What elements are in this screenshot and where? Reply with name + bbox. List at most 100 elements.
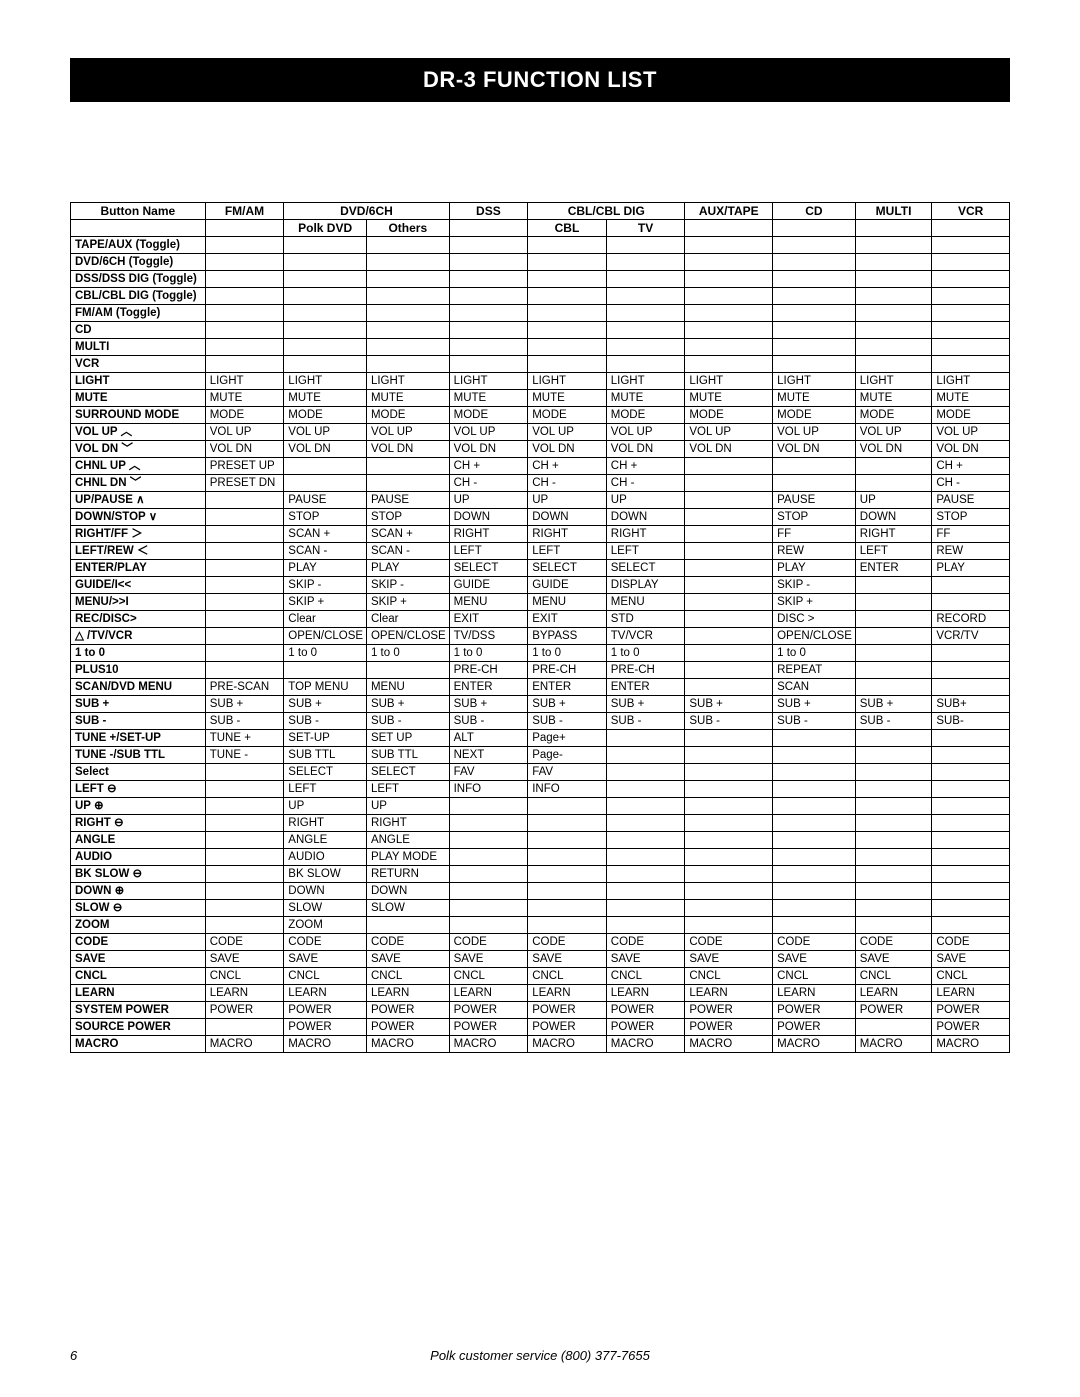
row-label: MULTI xyxy=(71,339,206,356)
cell: LEARN xyxy=(606,985,685,1002)
cell xyxy=(606,866,685,883)
cell xyxy=(205,781,284,798)
cell: LEFT xyxy=(528,543,607,560)
cell: REW xyxy=(773,543,856,560)
cell: CNCL xyxy=(205,968,284,985)
cell xyxy=(685,662,773,679)
cell xyxy=(366,475,449,492)
cell xyxy=(606,832,685,849)
cell: CODE xyxy=(449,934,528,951)
cell: CODE xyxy=(855,934,932,951)
cell: LEFT xyxy=(855,543,932,560)
cell: EXIT xyxy=(449,611,528,628)
cell xyxy=(855,1019,932,1036)
row-label: CD xyxy=(71,322,206,339)
cell: ENTER xyxy=(606,679,685,696)
cell xyxy=(932,662,1010,679)
cell: POWER xyxy=(366,1019,449,1036)
cell: FF xyxy=(773,526,856,543)
cell xyxy=(449,237,528,254)
row-label: DSS/DSS DIG (Toggle) xyxy=(71,271,206,288)
cell: MENU xyxy=(606,594,685,611)
cell xyxy=(606,883,685,900)
cell xyxy=(528,849,607,866)
cell: FF xyxy=(932,526,1010,543)
table-row: CHNL UP ︿PRESET UPCH +CH +CH +CH + xyxy=(71,458,1010,475)
cell: VOL DN xyxy=(366,441,449,458)
cell xyxy=(205,917,284,934)
cell: CNCL xyxy=(366,968,449,985)
cell: POWER xyxy=(528,1002,607,1019)
cell: CH + xyxy=(606,458,685,475)
cell: MODE xyxy=(284,407,367,424)
cell: LEARN xyxy=(366,985,449,1002)
cell xyxy=(606,849,685,866)
cell: PAUSE xyxy=(932,492,1010,509)
table-row: MULTI xyxy=(71,339,1010,356)
table-row: ENTER/PLAYPLAYPLAYSELECTSELECTSELECTPLAY… xyxy=(71,560,1010,577)
table-row: VOL DN ﹀VOL DNVOL DNVOL DNVOL DNVOL DNVO… xyxy=(71,441,1010,458)
table-row: CODECODECODECODECODECODECODECODECODECODE… xyxy=(71,934,1010,951)
cell xyxy=(606,254,685,271)
cell xyxy=(606,815,685,832)
table-row: RIGHT ⊖RIGHTRIGHT xyxy=(71,815,1010,832)
cell: LEFT xyxy=(449,543,528,560)
cell xyxy=(528,288,607,305)
cell xyxy=(685,526,773,543)
cell: MACRO xyxy=(284,1036,367,1053)
cell: MACRO xyxy=(366,1036,449,1053)
cell xyxy=(685,475,773,492)
cell xyxy=(773,917,856,934)
cell xyxy=(685,237,773,254)
cell: MACRO xyxy=(773,1036,856,1053)
cell xyxy=(205,1019,284,1036)
cell: CNCL xyxy=(773,968,856,985)
cell: LEARN xyxy=(855,985,932,1002)
cell: LIGHT xyxy=(932,373,1010,390)
cell: SET-UP xyxy=(284,730,367,747)
cell: LIGHT xyxy=(449,373,528,390)
cell xyxy=(685,679,773,696)
row-label: SAVE xyxy=(71,951,206,968)
cell xyxy=(366,339,449,356)
cell: CODE xyxy=(685,934,773,951)
cell: STD xyxy=(606,611,685,628)
cell: PAUSE xyxy=(366,492,449,509)
cell: SAVE xyxy=(205,951,284,968)
table-row: SURROUND MODEMODEMODEMODEMODEMODEMODEMOD… xyxy=(71,407,1010,424)
row-label: SUB - xyxy=(71,713,206,730)
cell: SUB TTL xyxy=(284,747,367,764)
cell: SCAN + xyxy=(366,526,449,543)
cell: VOL UP xyxy=(773,424,856,441)
row-label: TUNE +/SET-UP xyxy=(71,730,206,747)
cell: Page- xyxy=(528,747,607,764)
cell xyxy=(205,288,284,305)
cell: SUB + xyxy=(773,696,856,713)
cell: POWER xyxy=(773,1019,856,1036)
cell xyxy=(284,271,367,288)
cell xyxy=(685,543,773,560)
column-header: CBL/CBL DIG xyxy=(528,203,685,220)
cell xyxy=(528,237,607,254)
cell xyxy=(606,747,685,764)
cell: TUNE + xyxy=(205,730,284,747)
cell: MACRO xyxy=(855,1036,932,1053)
cell: SUB - xyxy=(773,713,856,730)
cell: SAVE xyxy=(685,951,773,968)
row-label: SYSTEM POWER xyxy=(71,1002,206,1019)
cell xyxy=(773,849,856,866)
cell xyxy=(205,764,284,781)
column-subheader: CBL xyxy=(528,220,607,237)
cell: PRE-CH xyxy=(449,662,528,679)
row-label: LEFT/REW ＜ xyxy=(71,543,206,560)
cell: RIGHT xyxy=(284,815,367,832)
table-row: MUTEMUTEMUTEMUTEMUTEMUTEMUTEMUTEMUTEMUTE… xyxy=(71,390,1010,407)
cell: 1 to 0 xyxy=(606,645,685,662)
cell: TUNE - xyxy=(205,747,284,764)
cell: SUB + xyxy=(366,696,449,713)
cell: SAVE xyxy=(773,951,856,968)
cell xyxy=(366,322,449,339)
cell: ENTER xyxy=(449,679,528,696)
cell xyxy=(284,237,367,254)
cell: DISPLAY xyxy=(606,577,685,594)
